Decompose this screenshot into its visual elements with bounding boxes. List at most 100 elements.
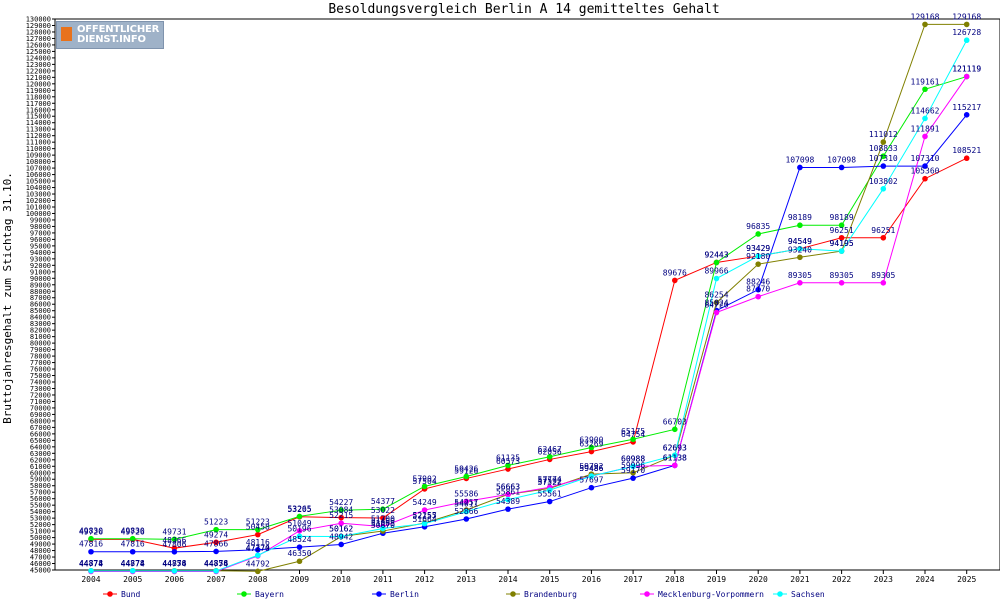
data-point	[755, 293, 761, 300]
data-label: 44874	[79, 559, 103, 568]
data-point	[755, 231, 761, 237]
data-point	[797, 246, 803, 252]
y-tick-label: 130000	[26, 16, 51, 24]
data-point	[630, 475, 636, 481]
data-label: 61138	[663, 453, 687, 462]
legend-label: Bund	[121, 590, 140, 599]
data-point	[546, 498, 553, 505]
y-tick-label: 71000	[30, 398, 51, 406]
data-label: 44774	[121, 559, 145, 568]
data-label: 57322	[538, 478, 562, 487]
data-label: 66703	[663, 417, 687, 426]
data-label: 44774	[204, 559, 228, 568]
data-label: 57504	[413, 477, 437, 486]
y-tick-label: 104000	[26, 184, 51, 192]
data-label: 93429	[746, 244, 770, 253]
data-point	[880, 163, 887, 169]
x-tick-label: 2018	[665, 575, 684, 584]
y-tick-label: 63000	[30, 450, 51, 458]
y-tick-label: 107000	[26, 165, 51, 173]
data-label: 96835	[746, 222, 770, 231]
data-label: 49830	[121, 527, 145, 536]
data-label: 94549	[788, 237, 812, 246]
data-labels: 49726 49726 48366 49274 50458 53205 53084 53022…	[79, 12, 981, 568]
data-point	[630, 469, 636, 476]
data-label: 93240	[788, 245, 812, 254]
legend-marker	[644, 591, 650, 597]
data-label: 44878	[162, 559, 186, 568]
data-label: 59426	[454, 464, 478, 473]
data-label: 129168	[952, 12, 981, 21]
series-line	[91, 76, 968, 572]
data-point	[254, 531, 261, 538]
series-line	[91, 76, 967, 540]
data-point	[672, 426, 678, 433]
data-point	[963, 37, 970, 44]
data-label: 44878	[121, 559, 145, 568]
y-tick-label: 89000	[30, 281, 51, 289]
y-tick-label: 96000	[30, 236, 51, 244]
data-point	[463, 473, 470, 480]
data-label: 107098	[785, 155, 814, 164]
data-label: 53265	[287, 504, 311, 513]
data-label: 51400	[371, 517, 395, 526]
data-label: 52866	[454, 507, 478, 516]
y-tick-label: 80000	[30, 340, 51, 348]
y-tick-label: 91000	[30, 268, 51, 276]
data-label: 94195	[830, 239, 854, 248]
data-label: 107310	[911, 154, 940, 163]
data-point	[213, 548, 219, 555]
data-label: 49830	[79, 527, 103, 536]
series-line	[91, 114, 968, 553]
y-tick-label: 50000	[30, 534, 51, 542]
y-tick-label: 65000	[30, 437, 51, 445]
data-point	[588, 473, 595, 479]
y-tick-label: 48000	[30, 547, 51, 555]
data-point	[463, 498, 470, 505]
data-point	[338, 541, 345, 548]
data-point	[296, 527, 303, 534]
data-point	[380, 515, 386, 521]
y-tick-label: 73000	[30, 385, 51, 393]
data-point	[672, 462, 678, 469]
data-point	[505, 496, 511, 503]
data-label: 96251	[830, 226, 854, 235]
x-tick-label: 2011	[373, 575, 392, 584]
data-label: 44792	[246, 559, 270, 568]
data-point	[797, 254, 803, 261]
x-tick-label: 2019	[707, 575, 726, 584]
data-label: 44774	[162, 559, 186, 568]
data-label: 57774	[538, 475, 562, 484]
data-point	[588, 484, 595, 491]
data-point	[880, 153, 887, 160]
data-label: 61135	[496, 453, 520, 462]
data-point	[296, 558, 303, 565]
y-tick-label: 102000	[26, 197, 51, 205]
data-label: 108521	[952, 146, 981, 155]
data-point	[296, 544, 303, 550]
data-label: 47866	[204, 539, 228, 548]
y-axis: 4500046000470004800049000500005100052000…	[26, 16, 55, 575]
y-tick-label: 111000	[26, 139, 51, 147]
y-tick-label: 101000	[26, 203, 51, 211]
y-tick-label: 112000	[26, 132, 51, 140]
data-point	[171, 536, 178, 543]
data-label: 52215	[329, 511, 353, 520]
data-label: 51008	[371, 519, 395, 528]
data-label: 98189	[830, 213, 854, 222]
data-label: 121119	[952, 65, 981, 74]
data-point	[171, 549, 178, 555]
logo: OFFENTLICHER DIENST.INFO	[56, 21, 164, 49]
y-tick-label: 77000	[30, 359, 51, 367]
data-label: 57592	[538, 476, 562, 485]
y-tick-label: 74000	[30, 379, 51, 387]
data-label: 48116	[246, 538, 270, 547]
data-point	[588, 444, 595, 451]
data-point	[213, 539, 219, 546]
y-tick-label: 100000	[26, 210, 51, 218]
data-label: 89305	[788, 271, 812, 280]
y-tick-label: 98000	[30, 223, 51, 231]
data-label: 94195	[830, 239, 854, 248]
data-point	[922, 21, 928, 28]
legend-label: Mecklenburg-Vorpommern	[658, 590, 764, 599]
